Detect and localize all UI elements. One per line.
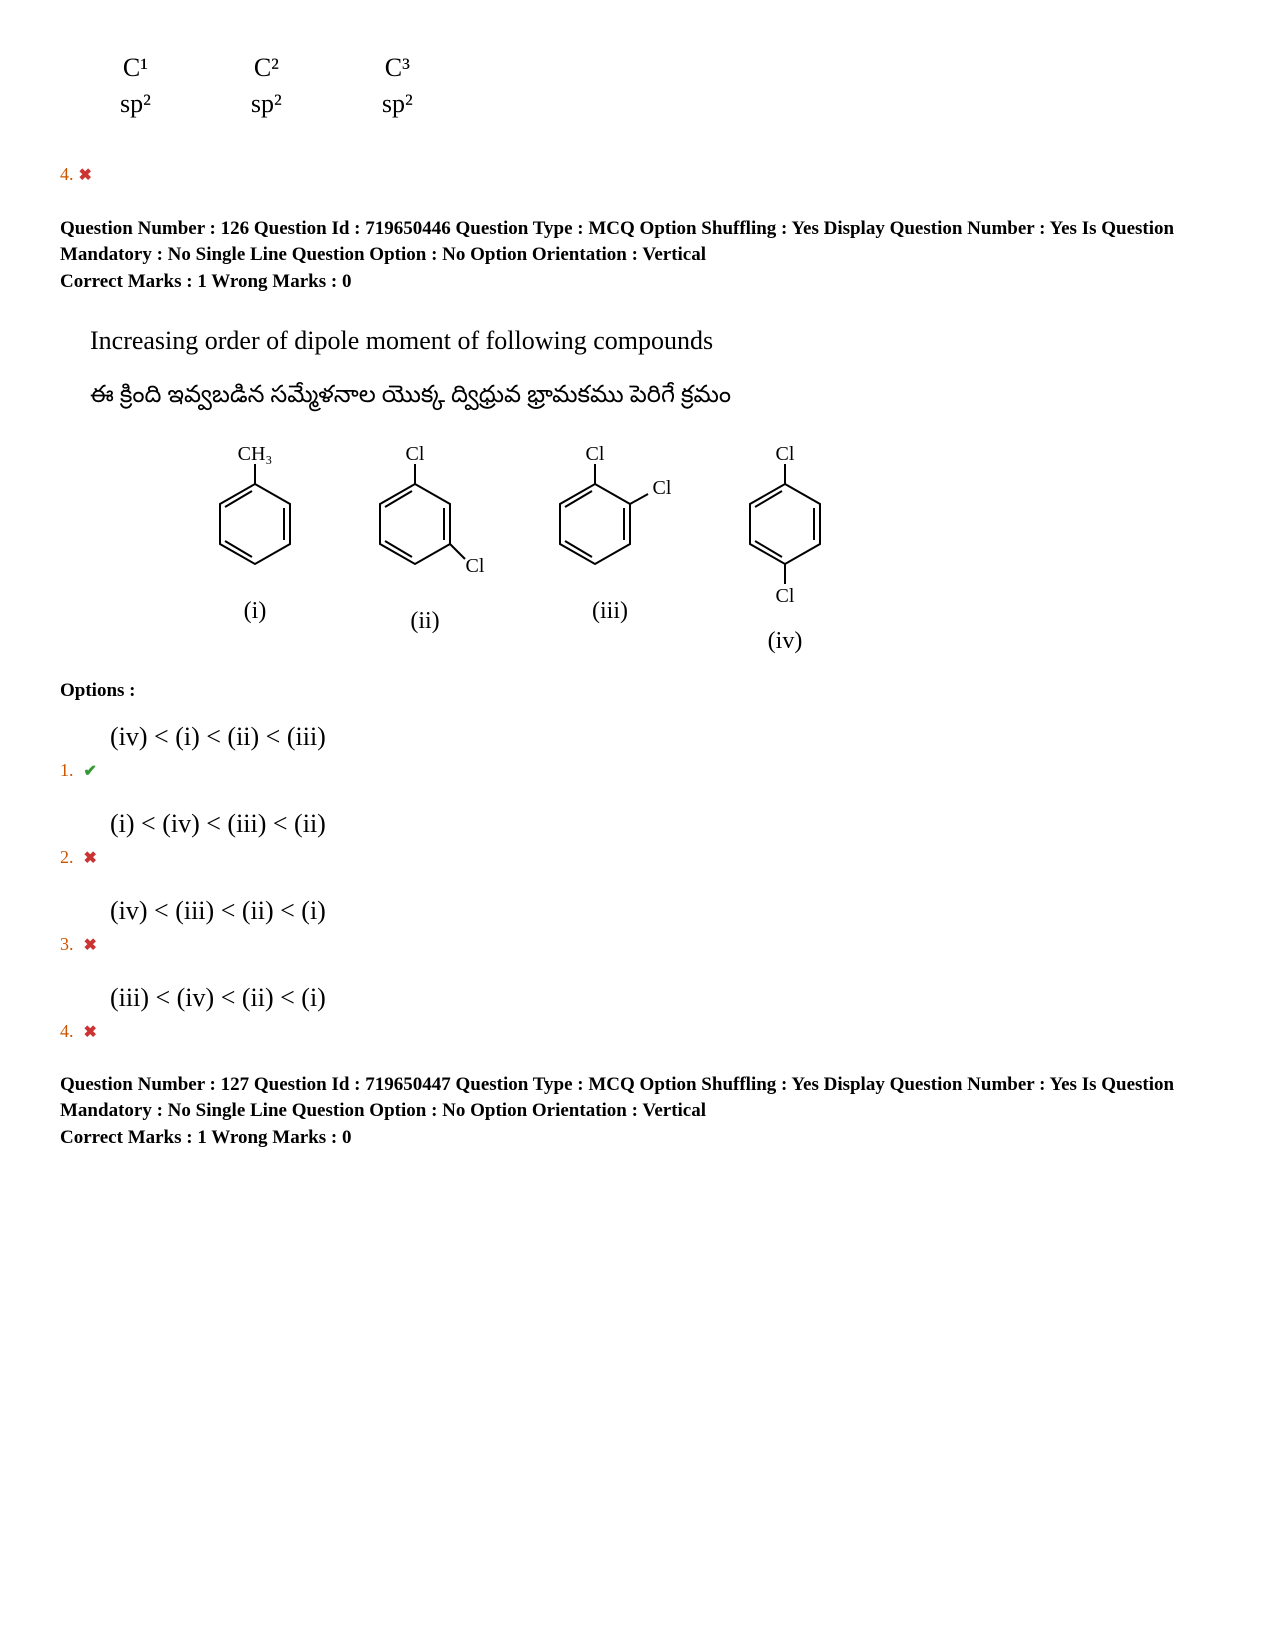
prev-option-number: 4. [60,164,74,184]
structure-iii-label: (iii) [592,598,628,625]
prev-question-option4: C¹ sp² C² sp² C³ sp² [60,50,1215,123]
q126-option-1-text: (iv) < (i) < (ii) < (iii) [110,722,1215,752]
structure-iv-other-label: Cl [776,585,795,607]
correct-icon: ✔ [84,761,97,781]
q126-meta-line2: Correct Marks : 1 Wrong Marks : 0 [60,269,1215,296]
wrong-icon: ✖ [84,935,97,955]
structure-ii-label: (ii) [410,608,439,635]
benzene-p-dcb-icon: Cl Cl [730,444,840,614]
q126-option-2-number: 2. [60,847,74,868]
q127-meta: Question Number : 127 Question Id : 7196… [60,1072,1215,1152]
structure-i: CH₃ (i) [200,444,310,625]
structure-iii-other-label: Cl [653,477,672,499]
prev-option-number-row: 4. ✖ [60,163,1215,186]
structure-iv-top-label: Cl [776,444,795,465]
structure-iv: Cl Cl (iv) [730,444,840,655]
structure-i-top-label: CH₃ [238,444,273,465]
q126-option-3: (iv) < (iii) < (ii) < (i) 3. ✖ [60,896,1215,955]
q127-meta-line2: Correct Marks : 1 Wrong Marks : 0 [60,1125,1215,1152]
options-heading: Options : [60,680,1215,702]
q126-option-3-text: (iv) < (iii) < (ii) < (i) [110,896,1215,926]
q126-meta-line1: Question Number : 126 Question Id : 7196… [60,216,1215,269]
structure-ii-other-label: Cl [466,555,485,577]
wrong-icon: ✖ [84,848,97,868]
carbon-hybridisation-table: C¹ sp² C² sp² C³ sp² [120,50,413,123]
q126-option-2: (i) < (iv) < (iii) < (ii) 2. ✖ [60,809,1215,868]
q126-option-2-text: (i) < (iv) < (iii) < (ii) [110,809,1215,839]
q127-meta-line1: Question Number : 127 Question Id : 7196… [60,1072,1215,1125]
structures-row: CH₃ (i) Cl Cl (ii) Cl [200,444,1215,655]
carbon-col-2-bottom: sp² [251,86,282,122]
wrong-icon: ✖ [79,167,92,184]
q126-text-english: Increasing order of dipole moment of fol… [90,326,1215,356]
carbon-col-1-bottom: sp² [120,86,151,122]
carbon-col-3-top: C³ [385,50,410,86]
benzene-toluene-icon: CH₃ [200,444,310,584]
carbon-col-1-top: C¹ [123,50,148,86]
structure-iii-top-label: Cl [586,444,605,465]
benzene-o-dcb-icon: Cl Cl [540,444,680,584]
q126-option-4-number: 4. [60,1021,74,1042]
benzene-m-dcb-icon: Cl Cl [360,444,490,594]
carbon-col-3: C³ sp² [382,50,413,123]
carbon-col-3-bottom: sp² [382,86,413,122]
q126-option-1-number: 1. [60,760,74,781]
carbon-col-2: C² sp² [251,50,282,123]
structure-i-label: (i) [244,598,267,625]
carbon-col-1: C¹ sp² [120,50,151,123]
structure-ii-top-label: Cl [406,444,425,465]
structure-iii: Cl Cl (iii) [540,444,680,625]
q126-option-1: (iv) < (i) < (ii) < (iii) 1. ✔ [60,722,1215,781]
q126-meta: Question Number : 126 Question Id : 7196… [60,216,1215,296]
q126-text-telugu: ఈ క్రింది ఇవ్వబడిన సమ్మేళనాల యొక్క ద్విధ… [90,381,1215,414]
q126-option-3-number: 3. [60,934,74,955]
carbon-col-2-top: C² [254,50,279,86]
q126-option-4: (iii) < (iv) < (ii) < (i) 4. ✖ [60,983,1215,1042]
wrong-icon: ✖ [84,1022,97,1042]
structure-iv-label: (iv) [768,628,803,655]
structure-ii: Cl Cl (ii) [360,444,490,635]
q126-option-4-text: (iii) < (iv) < (ii) < (i) [110,983,1215,1013]
